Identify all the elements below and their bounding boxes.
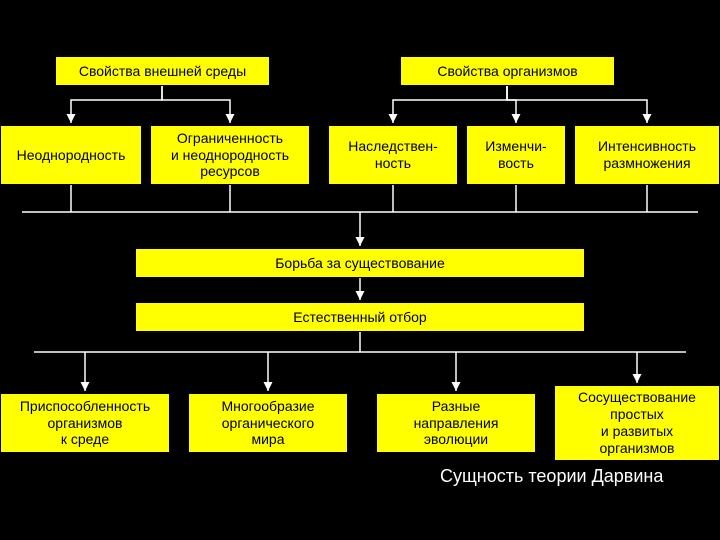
- node-reproduction-intensity: Интенсивность размножения: [574, 125, 720, 185]
- diagram-caption: Сущность теории Дарвина: [440, 466, 663, 487]
- node-coexistence: Сосуществование простых и развитых орган…: [554, 385, 720, 461]
- node-evolution-directions: Разные направления эволюции: [376, 393, 536, 453]
- node-diversity: Многообразие органического мира: [188, 393, 348, 453]
- node-adaptation: Приспособленность организмов к среде: [0, 393, 170, 453]
- node-heredity: Наследствен- ность: [328, 125, 458, 185]
- node-variability: Изменчи- вость: [466, 125, 566, 185]
- node-org-properties: Свойства организмов: [400, 56, 615, 86]
- node-env-properties: Свойства внешней среды: [55, 56, 270, 86]
- node-natural-selection: Естественный отбор: [135, 302, 585, 332]
- node-struggle: Борьба за существование: [135, 248, 585, 278]
- node-limited-resources: Ограниченность и неоднородность ресурсов: [150, 125, 310, 185]
- node-heterogeneity: Неоднородность: [0, 125, 142, 185]
